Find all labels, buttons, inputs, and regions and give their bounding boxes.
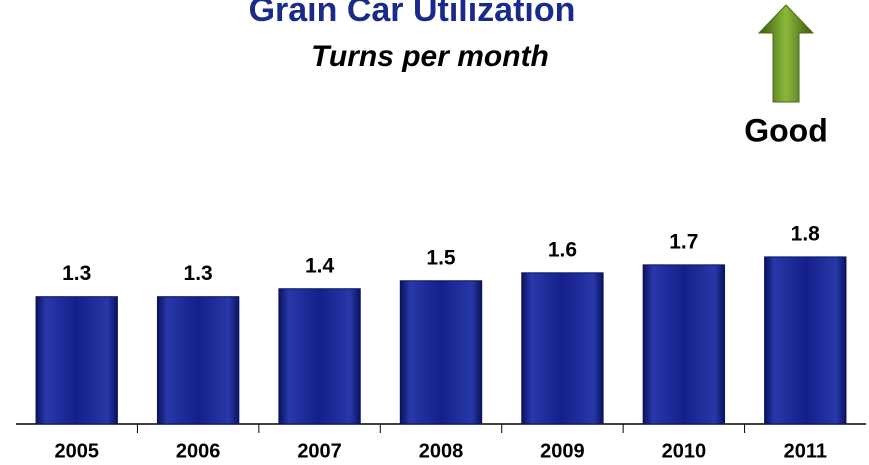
chart-title: Grain Car Utilization [249,0,576,29]
bar [642,264,726,425]
x-tick-label: 2007 [297,440,342,462]
value-label: 1.5 [426,246,456,269]
value-label: 1.3 [62,262,91,285]
bar [278,288,361,425]
bar [521,272,604,425]
bar [399,280,483,425]
bar [156,296,240,425]
x-tick-label: 2011 [784,440,827,462]
chart-subtitle: Turns per month [311,40,549,73]
x-tick-label: 2008 [419,440,464,462]
x-tick-label: 2005 [54,440,99,462]
value-label: 1.8 [791,222,821,245]
value-label: 1.7 [669,230,698,253]
value-label: 1.3 [184,262,213,285]
x-tick-label: 2010 [662,440,707,462]
value-label: 1.4 [305,254,335,277]
value-label: 1.6 [548,238,577,261]
x-tick-label: 2009 [540,440,585,462]
bar [35,296,118,425]
bar [764,256,847,425]
annotation: Good [744,112,828,148]
good-arrow [757,4,815,103]
x-tick-label: 2006 [176,440,221,462]
